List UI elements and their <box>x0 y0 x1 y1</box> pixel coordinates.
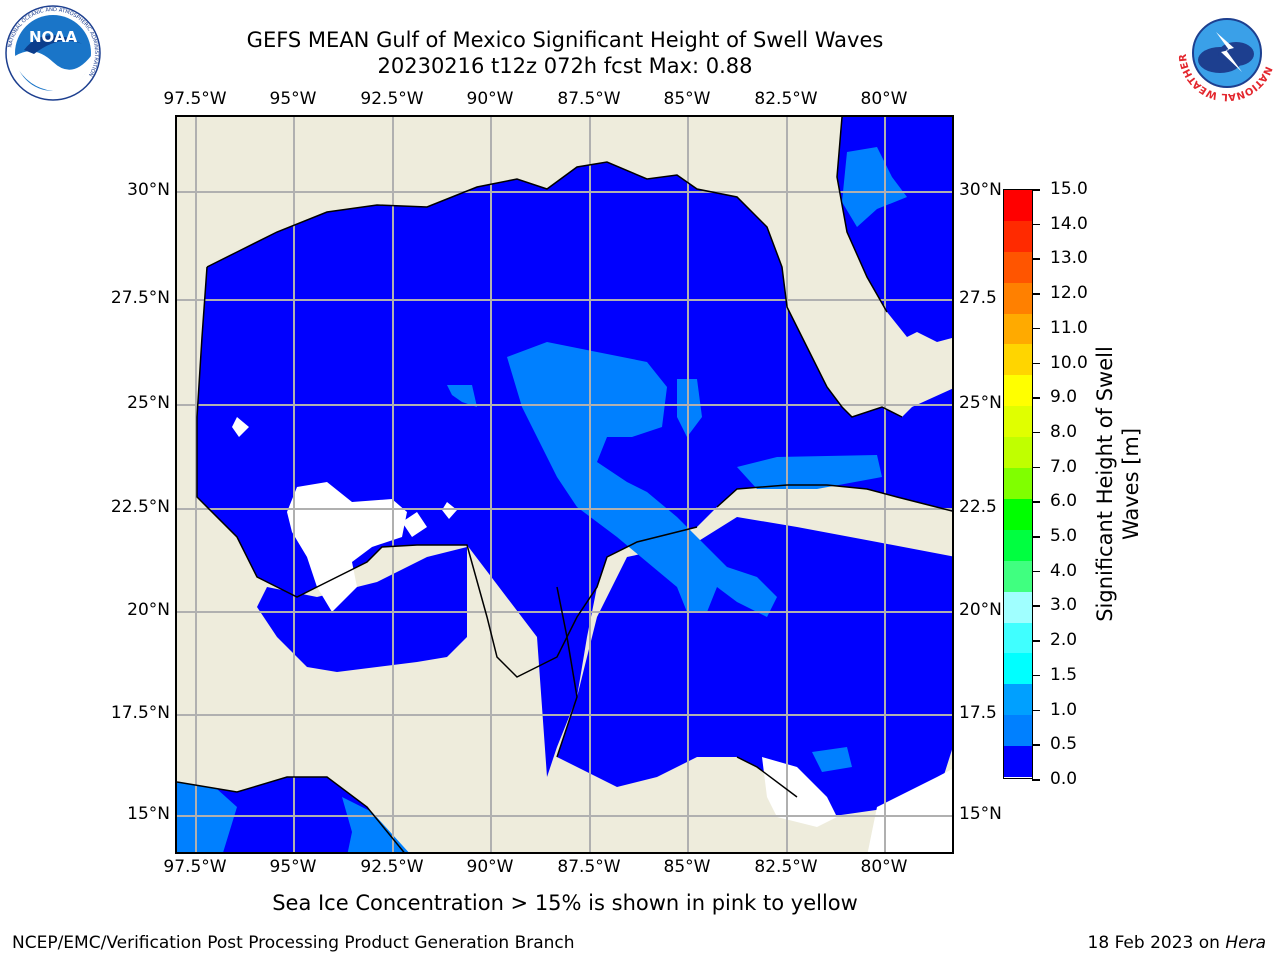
colorbar-tick: 4.0 <box>1031 561 1077 581</box>
colorbar-tick: 1.0 <box>1031 700 1077 720</box>
lat-tick-right: 20°N <box>959 600 1002 620</box>
colorbar-segment <box>1004 375 1032 407</box>
nws-logo: NATIONAL WEATHER SERVICE <box>1172 0 1278 104</box>
colorbar-segment <box>1004 190 1032 222</box>
lon-tick-bottom: 87.5°W <box>557 857 621 877</box>
pacific-water <box>177 777 404 852</box>
colorbar-tick: 7.0 <box>1031 457 1077 477</box>
lon-tick-top: 90°W <box>466 89 514 109</box>
lat-tick-right: 25°N <box>959 393 1002 413</box>
colorbar-label-line1: Significant Height of Swell <box>1093 346 1117 622</box>
lon-tick-bottom: 90°W <box>466 857 514 877</box>
colorbar-segment <box>1004 653 1032 685</box>
lat-tick-left: 30°N <box>127 180 170 200</box>
colorbar-tick: 14.0 <box>1032 214 1088 234</box>
swell-patch-mid <box>447 385 477 407</box>
colorbar-tick: 10.0 <box>1032 353 1088 373</box>
swell-patch-mid <box>812 747 852 772</box>
lon-tick-top: 87.5°W <box>557 89 621 109</box>
colorbar-tick: 15.0 <box>1032 179 1088 199</box>
colorbar-tick: 1.5 <box>1031 665 1077 685</box>
colorbar-tick: 9.0 <box>1031 387 1077 407</box>
colorbar-segment <box>1004 220 1032 253</box>
colorbar-segment <box>1004 715 1032 747</box>
colorbar-segment <box>1004 498 1032 531</box>
colorbar-tick: 5.0 <box>1031 526 1077 546</box>
colorbar-segment <box>1004 468 1032 500</box>
colorbar-tick: 8.0 <box>1031 422 1077 442</box>
colorbar-segment <box>1004 437 1032 469</box>
colorbar-tick: 6.0 <box>1031 491 1077 511</box>
swell-patch-mid <box>842 147 907 227</box>
nodata-patch <box>762 757 952 852</box>
lat-tick-right: 22.5 <box>959 497 997 517</box>
colorbar-tick: 13.0 <box>1032 248 1088 268</box>
caribbean-water <box>557 517 952 817</box>
colorbar <box>1003 189 1033 779</box>
noaa-logo-text: NOAA <box>29 28 78 46</box>
colorbar-segment <box>1004 344 1032 376</box>
swell-patch-mid <box>677 379 702 437</box>
lat-tick-right: 30°N <box>959 180 1002 200</box>
lat-tick-right: 15°N <box>959 804 1002 824</box>
swell-patch-mid <box>737 455 882 489</box>
lon-tick-bottom: 97.5°W <box>163 857 227 877</box>
footer-host: Hera <box>1225 933 1266 953</box>
lat-tick-left: 15°N <box>127 804 170 824</box>
lon-tick-top: 85°W <box>663 89 711 109</box>
colorbar-label: Significant Height of Swell Waves [m] <box>1092 346 1144 622</box>
chart-title: GEFS MEAN Gulf of Mexico Significant Hei… <box>246 28 884 52</box>
lon-tick-top: 82.5°W <box>754 89 818 109</box>
colorbar-segment <box>1004 282 1032 315</box>
lon-tick-top: 97.5°W <box>163 89 227 109</box>
colorbar-segment <box>1004 560 1032 593</box>
swell-band-mid <box>507 342 777 617</box>
map-canvas <box>177 117 952 852</box>
colorbar-label-line2: Waves [m] <box>1119 427 1143 541</box>
lat-tick-right: 27.5 <box>959 288 997 308</box>
colorbar-segment <box>1004 406 1032 438</box>
footer-date-text: 18 Feb 2023 on <box>1087 933 1226 953</box>
map-panel <box>175 115 954 854</box>
lat-tick-right: 17.5 <box>959 703 997 723</box>
lat-tick-left: 17.5°N <box>110 703 170 723</box>
lon-tick-top: 92.5°W <box>360 89 424 109</box>
footer-credit: NCEP/EMC/Verification Post Processing Pr… <box>12 933 575 953</box>
graticule <box>177 117 952 852</box>
colorbar-tick: 0.0 <box>1031 769 1077 789</box>
colorbar-tick: 12.0 <box>1032 283 1088 303</box>
footer-date: 18 Feb 2023 on Hera <box>1088 933 1266 953</box>
colorbar-tick: 0.5 <box>1031 734 1077 754</box>
lon-tick-bottom: 80°W <box>860 857 908 877</box>
sea-ice-note: Sea Ice Concentration > 15% is shown in … <box>272 891 858 915</box>
colorbar-tick: 2.0 <box>1031 630 1077 650</box>
coastlines <box>177 117 952 852</box>
campeche-water <box>257 547 467 672</box>
colorbar-segment <box>1004 313 1032 345</box>
lon-tick-bottom: 95°W <box>269 857 317 877</box>
colorbar-tick: 11.0 <box>1032 318 1088 338</box>
lon-tick-top: 95°W <box>269 89 317 109</box>
lat-tick-left: 20°N <box>127 600 170 620</box>
lat-tick-left: 25°N <box>127 393 170 413</box>
lat-tick-left: 27.5°N <box>110 288 170 308</box>
colorbar-segment <box>1004 591 1032 624</box>
colorbar-segment <box>1004 251 1032 284</box>
colorbar-segment <box>1004 684 1032 716</box>
lon-tick-bottom: 92.5°W <box>360 857 424 877</box>
lon-tick-bottom: 85°W <box>663 857 711 877</box>
nodata-patch <box>287 482 407 612</box>
chart-subtitle: 20230216 t12z 072h fcst Max: 0.88 <box>377 54 753 78</box>
lon-tick-top: 80°W <box>860 89 908 109</box>
noaa-logo: NOAA NATIONAL OCEANIC AND ATMOSPHERIC AD… <box>4 4 102 102</box>
lat-tick-left: 22.5°N <box>110 497 170 517</box>
lon-tick-bottom: 82.5°W <box>754 857 818 877</box>
colorbar-segment <box>1004 746 1032 778</box>
colorbar-segment <box>1004 529 1032 562</box>
colorbar-segment <box>1004 622 1032 654</box>
colorbar-tick: 3.0 <box>1031 595 1077 615</box>
